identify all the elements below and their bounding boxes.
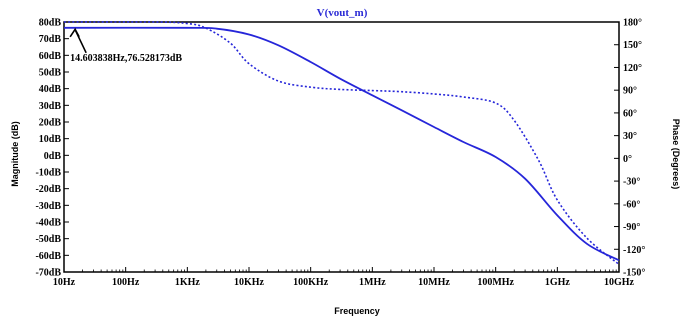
plot-area [63,21,620,273]
x-tick-label: 10Hz [53,277,76,288]
x-tick-label: 10GHz [604,277,635,288]
phase-curve [63,21,620,266]
series-layer [63,21,620,266]
y-right-tick-label: -60° [623,199,640,210]
y-right-tick-label: 120° [623,63,642,74]
y-right-axis-title: Phase (Degrees) [671,119,681,190]
cursor-readout: 14.603838Hz,76.528173dB [70,53,182,64]
y-left-axis-title: Magnitude (dB) [10,121,20,187]
y-right-tick-label: 90° [623,86,637,97]
y-right-tick-label: 30° [623,131,637,142]
x-tick-label: 10MHz [418,277,450,288]
y-left-tick-label: 10dB [39,134,62,145]
y-right-tick-label: 60° [623,108,637,119]
annotation: 14.603838Hz,76.528173dB [69,27,182,64]
y-left-tick-label: 40dB [39,84,62,95]
y-left-tick-label: -40dB [35,218,61,229]
y-left-tick-label: -20dB [35,184,61,195]
y-left-tick-label: 30dB [39,101,62,112]
magnitude-curve [63,26,620,262]
y-left-tick-label: 0dB [44,151,62,162]
y-right-tick-label: -90° [623,222,640,233]
plot-frame [63,21,620,273]
y-right-tick-label: -150° [623,268,645,279]
y-left-tick-label: 70dB [39,34,62,45]
x-tick-label: 1KHz [175,277,201,288]
y-left-tick-label: 60dB [39,51,62,62]
x-tick-label: 100KHz [293,277,329,288]
x-tick-label: 10KHz [234,277,265,288]
y-left-tick-label: 20dB [39,118,62,129]
y-right-tick-label: 150° [623,40,642,51]
y-left-tick-label: -10dB [35,168,61,179]
y-left-tick-label: -30dB [35,201,61,212]
y-left-tick-label: -60dB [35,251,61,262]
y-right-tick-label: -30° [623,177,640,188]
chart-title: V(vout_m) [317,7,368,19]
x-tick-label: 100MHz [477,277,514,288]
x-axis: 10Hz 100Hz 1KHz 10KHz 100KHz 1MHz 10MHz 100MHz 1… [53,267,635,288]
y-left-tick-label: 80dB [39,18,62,29]
x-tick-label: 100Hz [112,277,140,288]
y-right-tick-label: 0° [623,154,632,165]
annotation-arrow-head [69,27,80,38]
y-right-tick-label: -120° [623,245,645,256]
x-tick-label: 1GHz [545,277,571,288]
y-left-tick-label: -50dB [35,234,61,245]
left-axis: 80dB 70dB 60dB 50dB 40dB 30dB 20dB 10dB 0dB -10dB… [35,18,69,279]
y-left-tick-label: 50dB [39,68,62,79]
x-axis-title: Frequency [334,306,380,316]
y-left-tick-label: -70dB [35,268,61,279]
right-axis: 180° 150° 120° 90° 60° 30° 0° -30° -60° -90° -120°… [614,18,645,279]
y-right-tick-label: 180° [623,18,642,29]
x-tick-label: 1MHz [359,277,386,288]
